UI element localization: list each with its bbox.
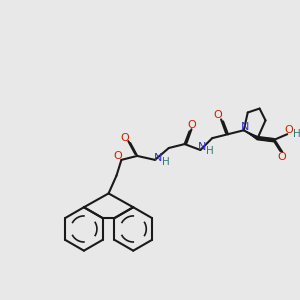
Text: H: H (293, 129, 300, 139)
Text: N: N (241, 122, 249, 132)
Text: O: O (277, 152, 286, 162)
Text: O: O (120, 133, 129, 143)
Text: H: H (206, 146, 214, 156)
Text: H: H (162, 157, 170, 167)
Text: O: O (214, 110, 223, 121)
Text: O: O (187, 120, 196, 130)
Text: O: O (285, 125, 294, 135)
Text: N: N (154, 153, 162, 163)
Text: N: N (198, 142, 206, 152)
Text: O: O (113, 151, 122, 161)
